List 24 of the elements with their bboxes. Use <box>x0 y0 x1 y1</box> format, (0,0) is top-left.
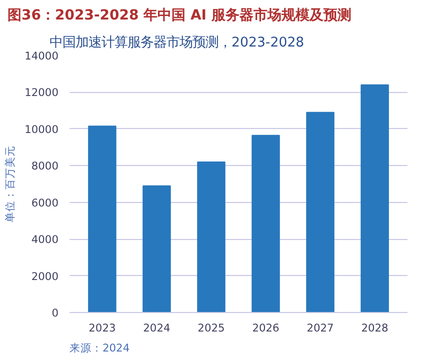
x-tick-label: 2028 <box>361 322 389 334</box>
x-tick-label: 2025 <box>198 322 225 334</box>
bar <box>197 161 226 312</box>
bar <box>88 126 116 312</box>
x-tick-label: 2027 <box>306 322 334 334</box>
bar <box>306 112 334 312</box>
y-tick-label: 8000 <box>31 160 59 173</box>
y-tick-label: 10000 <box>24 122 59 136</box>
bar <box>142 185 171 312</box>
source-note: 来源：2024 <box>70 342 130 354</box>
x-tick-label: 2026 <box>252 322 280 334</box>
y-tick-label: 0 <box>52 306 59 320</box>
y-tick-label: 14000 <box>24 50 59 62</box>
x-tick-label: 2023 <box>88 322 116 334</box>
y-tick-label: 6000 <box>31 196 59 210</box>
chart-title: 图36：2023-2028 年中国 AI 服务器市场规模及预测 <box>8 6 352 24</box>
chart-subtitle: 中国加速计算服务器市场预测，2023-2028 <box>50 36 304 50</box>
y-tick-label: 12000 <box>24 86 59 100</box>
bar <box>360 84 389 312</box>
y-axis-title: 单位：百万美元 <box>4 146 17 222</box>
bar <box>252 134 280 312</box>
x-tick-label: 2024 <box>143 322 171 334</box>
y-tick-label: 2000 <box>31 270 59 283</box>
y-tick-label: 4000 <box>31 233 59 246</box>
